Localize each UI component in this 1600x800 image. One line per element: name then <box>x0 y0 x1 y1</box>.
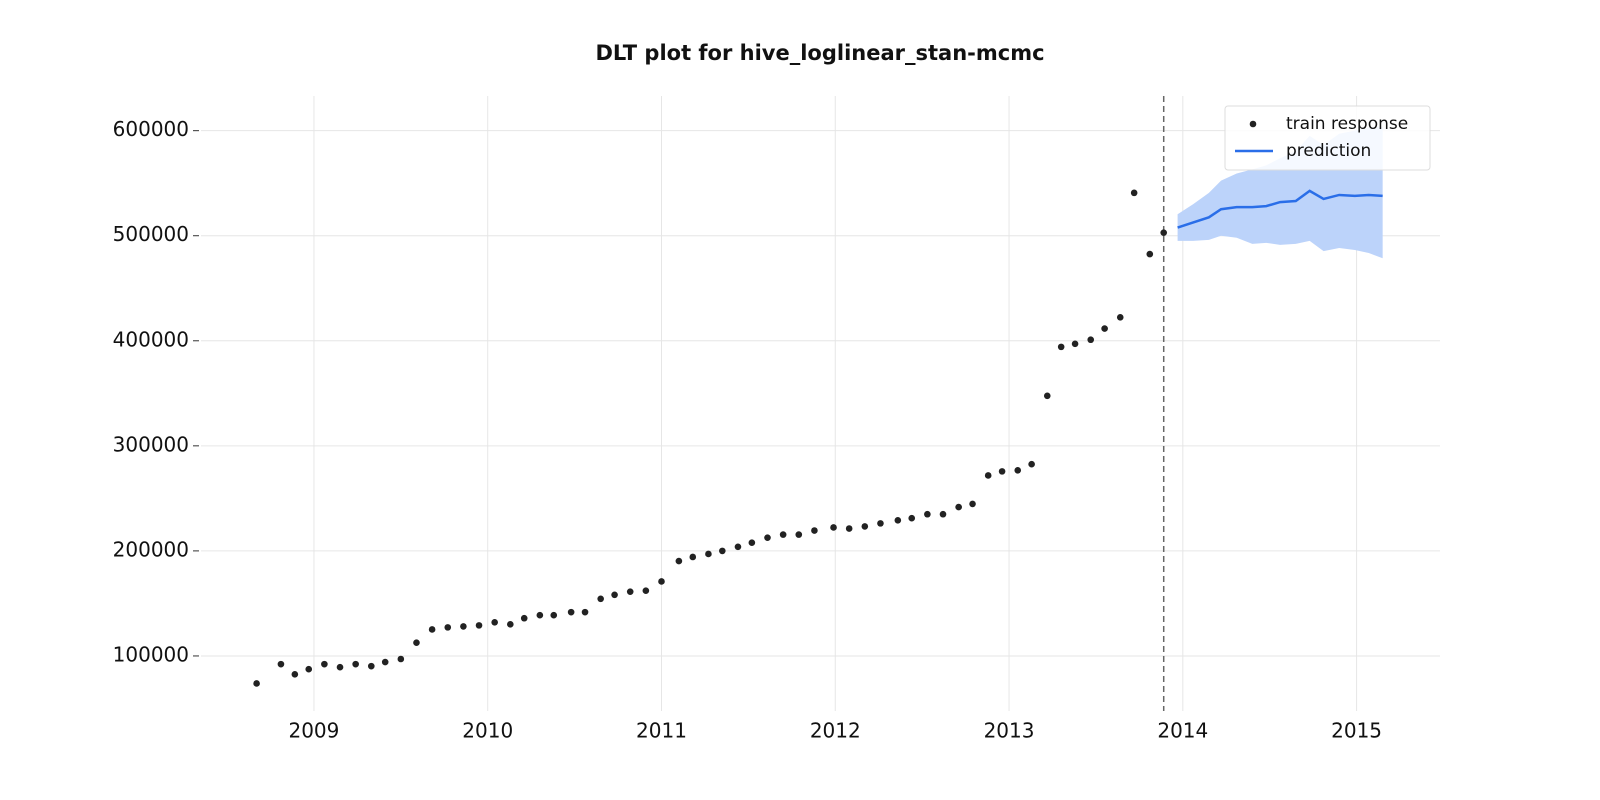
train-point <box>969 500 976 508</box>
train-point <box>719 547 726 555</box>
y-tick-label: 300000 <box>113 432 189 456</box>
x-tick-label: 2012 <box>810 719 861 743</box>
train-point <box>998 468 1006 475</box>
train-point <box>764 534 771 541</box>
train-point <box>642 587 650 595</box>
train-point <box>1146 250 1154 258</box>
train-point <box>705 550 712 558</box>
train-point <box>984 472 992 479</box>
train-point <box>305 665 313 673</box>
train-point <box>1043 392 1051 400</box>
train-point <box>444 624 452 631</box>
train-point <box>779 531 787 538</box>
x-tick-label: 2013 <box>984 719 1035 743</box>
x-tick-label: 2015 <box>1331 719 1382 743</box>
train-point <box>567 608 575 616</box>
prediction-line <box>1177 189 1383 229</box>
train-point <box>924 510 931 518</box>
train-point <box>1071 340 1079 348</box>
train-point <box>1130 189 1138 197</box>
train-point <box>1028 460 1035 468</box>
train-point <box>352 660 359 668</box>
train-point <box>520 614 528 622</box>
train-point <box>1057 343 1065 351</box>
y-tick-label: 600000 <box>113 117 189 141</box>
legend-box <box>1224 105 1431 171</box>
x-tick-label: 2010 <box>462 719 513 743</box>
y-tick-label: 200000 <box>113 537 189 561</box>
train-point <box>845 525 853 532</box>
train-point <box>581 608 589 616</box>
train-point <box>413 639 420 647</box>
train-point <box>795 531 803 538</box>
train-point <box>811 527 818 534</box>
legend: train response prediction <box>1224 105 1431 171</box>
train-point <box>491 619 498 626</box>
train-point <box>908 514 916 522</box>
train-point <box>536 611 544 619</box>
train-point <box>336 663 344 671</box>
train-point <box>1160 229 1168 236</box>
train-point <box>830 524 837 531</box>
x-tick-label: 2011 <box>636 719 687 743</box>
train-point <box>675 557 683 565</box>
chart-title: DLT plot for hive_loglinear_stan-mcmc <box>595 41 1044 65</box>
train-point <box>428 626 436 633</box>
train-point <box>397 655 405 663</box>
train-point <box>861 523 869 530</box>
train-point <box>894 517 902 524</box>
train-point <box>877 520 884 527</box>
train-point <box>939 510 947 518</box>
train-point <box>1014 467 1022 474</box>
train-point <box>367 662 375 670</box>
y-tick-label: 100000 <box>113 642 189 666</box>
train-point <box>689 553 697 561</box>
train-point <box>475 622 483 629</box>
train-point <box>597 595 604 603</box>
train-point <box>626 588 634 595</box>
train-point <box>1116 314 1124 321</box>
train-point <box>277 660 285 668</box>
x-tick-label: 2009 <box>288 719 339 743</box>
train-point <box>955 503 962 511</box>
train-point <box>1087 336 1095 344</box>
train-point <box>291 671 299 678</box>
train-point <box>734 543 742 551</box>
train-point <box>507 621 514 628</box>
grid <box>201 96 1440 711</box>
legend-label: train response <box>1286 114 1408 134</box>
y-tick-label: 400000 <box>113 327 189 351</box>
train-point <box>1101 325 1108 332</box>
train-point <box>381 658 389 666</box>
y-tick-label: 500000 <box>113 222 189 246</box>
legend-marker <box>1249 120 1257 128</box>
train-point <box>658 578 665 585</box>
train-point <box>748 539 756 546</box>
train-point <box>550 611 558 619</box>
legend-label: prediction <box>1286 141 1371 161</box>
train-point <box>460 623 467 630</box>
train-point <box>611 591 618 599</box>
train-point <box>253 680 260 687</box>
x-tick-label: 2014 <box>1157 719 1208 743</box>
train-point <box>321 660 328 668</box>
